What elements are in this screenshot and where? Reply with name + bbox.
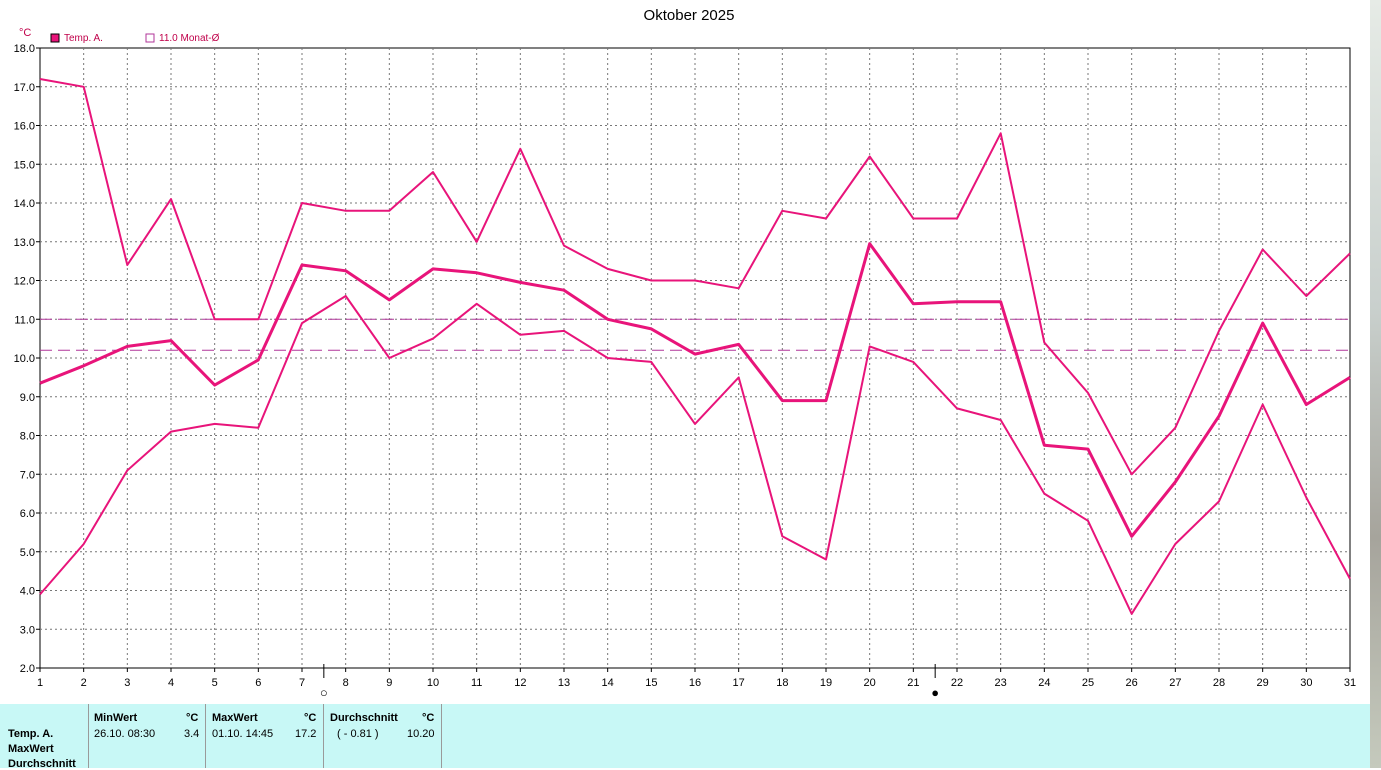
y-tick-label: 17.0	[14, 82, 35, 94]
x-tick-label: 5	[212, 677, 218, 689]
x-tick-label: 26	[1126, 677, 1138, 689]
stats-divider	[205, 704, 206, 768]
moon-phase-icon: ●	[931, 685, 939, 700]
x-tick-label: 2	[81, 677, 87, 689]
x-tick-label: 6	[255, 677, 261, 689]
stats-panel: Temp. A. MaxWert Durchschnitt MinWert °C…	[0, 704, 1370, 770]
y-tick-label: 8.0	[20, 431, 35, 443]
y-tick-label: 2.0	[20, 663, 35, 675]
avg-header: Durchschnitt	[330, 712, 398, 724]
avg-value: 10.20	[407, 728, 435, 740]
x-tick-label: 16	[689, 677, 701, 689]
series-line-min	[39, 295, 1351, 615]
moon-phase-icon: ○	[320, 685, 328, 700]
series-line-max	[39, 78, 1351, 476]
stats-row-label: MaxWert	[8, 743, 54, 755]
x-tick-label: 4	[168, 677, 174, 689]
stats-divider	[323, 704, 324, 768]
x-tick-label: 23	[995, 677, 1007, 689]
x-tick-label: 30	[1300, 677, 1312, 689]
max-value: 17.2	[295, 728, 317, 740]
avg-unit: °C	[422, 712, 435, 724]
x-tick-label: 19	[820, 677, 832, 689]
x-tick-label: 3	[124, 677, 130, 689]
x-axis: 1 2 3 4 5 6 7 8 9 10 11 12 13 14 15 16 17 18 19 20 21 22 23 24 2…	[37, 668, 1356, 689]
x-tick-label: 28	[1213, 677, 1225, 689]
x-tick-label: 24	[1038, 677, 1050, 689]
y-tick-label: 18.0	[14, 43, 35, 55]
y-tick-label: 4.0	[20, 586, 35, 598]
x-tick-label: 22	[951, 677, 963, 689]
temperature-chart: Oktober 2025 °C Temp. A. 11.0 Monat-Ø 2.…	[14, 7, 1357, 700]
legend-avg-label: 11.0 Monat-Ø	[159, 33, 220, 44]
x-tick-label: 18	[776, 677, 788, 689]
x-tick-label: 21	[907, 677, 919, 689]
x-tick-label: 15	[645, 677, 657, 689]
max-datetime: 01.10. 14:45	[212, 728, 274, 740]
chart-title: Oktober 2025	[644, 7, 735, 24]
y-tick-label: 12.0	[14, 276, 35, 288]
y-tick-label: 10.0	[14, 353, 35, 365]
series	[39, 78, 1351, 615]
moon-phases: ○ ●	[320, 664, 939, 700]
background-strip	[1370, 0, 1381, 768]
x-tick-label: 31	[1344, 677, 1356, 689]
stats-row-label: Temp. A.	[8, 728, 54, 740]
x-tick-label: 13	[558, 677, 570, 689]
x-tick-label: 11	[471, 677, 482, 689]
y-tick-label: 3.0	[20, 624, 35, 636]
stats-divider	[441, 704, 442, 768]
y-tick-label: 5.0	[20, 547, 35, 559]
x-tick-label: 25	[1082, 677, 1094, 689]
x-tick-label: 8	[343, 677, 349, 689]
y-tick-label: 14.0	[14, 198, 35, 210]
max-unit: °C	[304, 712, 317, 724]
legend: Temp. A. 11.0 Monat-Ø	[50, 33, 220, 44]
avg-delta: ( - 0.81 )	[337, 728, 379, 740]
y-tick-label: 6.0	[20, 508, 35, 520]
min-datetime: 26.10. 08:30	[94, 728, 156, 740]
stats-row-label: Durchschnitt	[8, 758, 76, 770]
x-tick-label: 14	[602, 677, 614, 689]
series-line-mean	[39, 242, 1351, 538]
y-tick-label: 15.0	[14, 159, 35, 171]
y-tick-label: 7.0	[20, 469, 35, 481]
y-axis-unit: °C	[19, 27, 31, 39]
x-tick-label: 9	[386, 677, 392, 689]
x-tick-label: 17	[733, 677, 745, 689]
y-axis: 2.0 3.0 4.0 5.0 6.0 7.0 8.0 9.0 10.0 11.0 12.0 13.0…	[14, 43, 40, 675]
min-header: MinWert	[94, 712, 138, 724]
legend-temp-label: Temp. A.	[64, 33, 103, 44]
legend-temp-swatch	[50, 33, 60, 43]
min-unit: °C	[186, 712, 199, 724]
stats-divider	[88, 704, 89, 768]
max-header: MaxWert	[212, 712, 258, 724]
x-tick-label: 27	[1169, 677, 1181, 689]
legend-avg-swatch	[145, 33, 155, 43]
min-value: 3.4	[184, 728, 200, 740]
x-tick-label: 29	[1257, 677, 1269, 689]
x-tick-label: 10	[427, 677, 439, 689]
x-tick-label: 20	[864, 677, 876, 689]
y-tick-label: 11.0	[14, 314, 35, 326]
y-tick-label: 9.0	[20, 392, 35, 404]
y-tick-label: 13.0	[14, 237, 35, 249]
x-tick-label: 7	[299, 677, 305, 689]
x-tick-label: 1	[37, 677, 43, 689]
x-tick-label: 12	[514, 677, 526, 689]
y-tick-label: 16.0	[14, 121, 35, 133]
